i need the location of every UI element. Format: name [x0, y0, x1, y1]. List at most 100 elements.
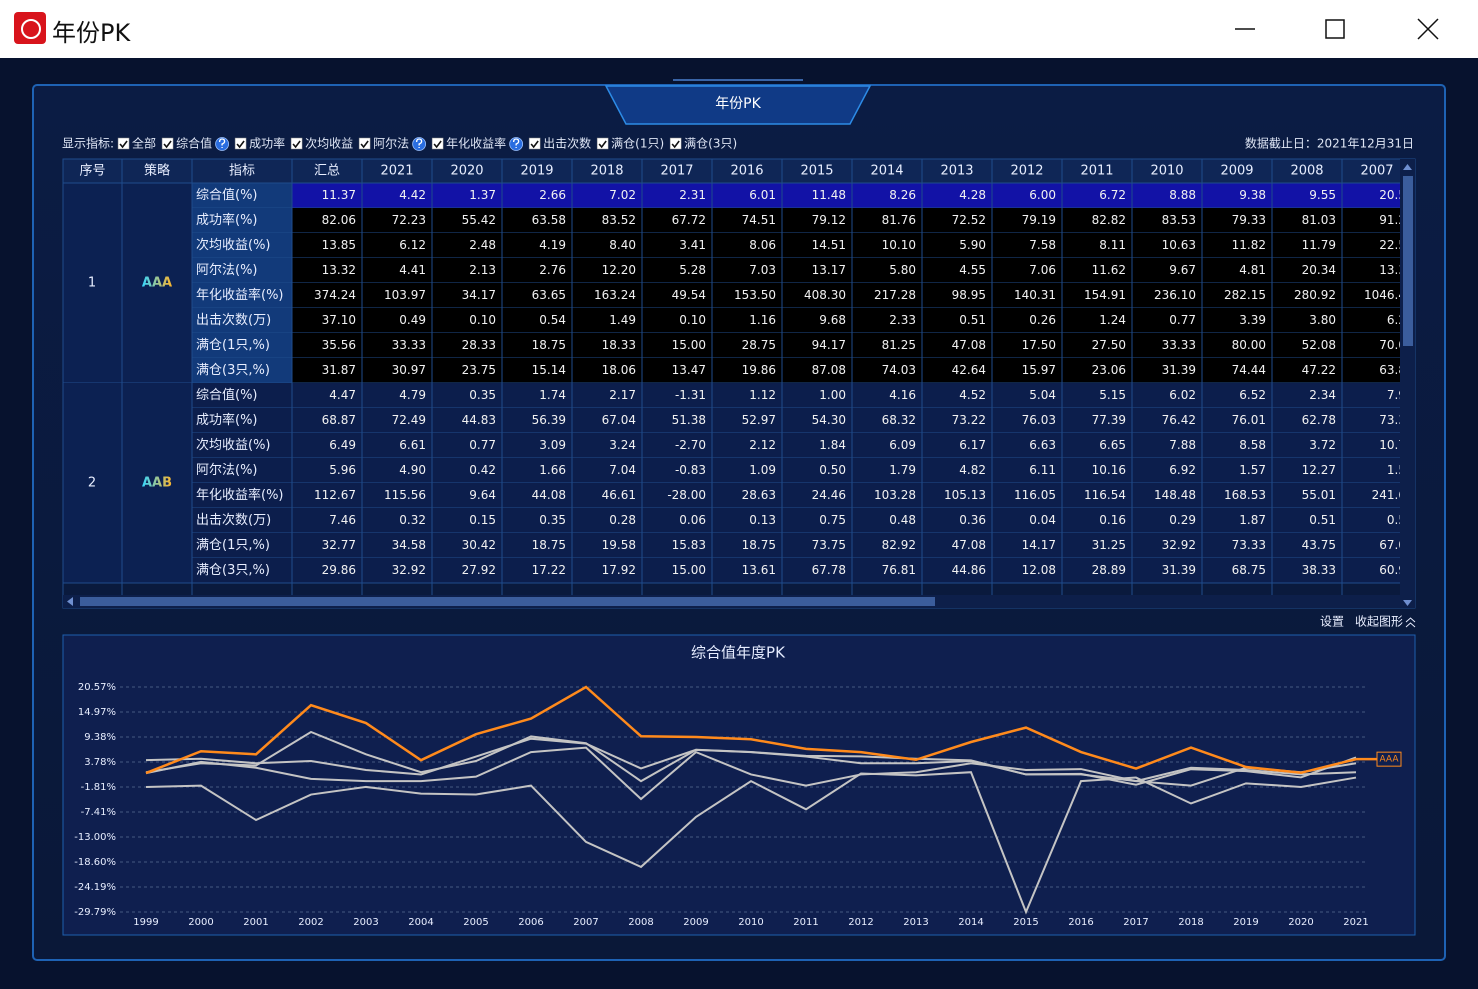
close-button[interactable] [1413, 14, 1443, 44]
help-icon[interactable] [509, 137, 524, 151]
row-index: 2 [88, 476, 96, 491]
table-cell: 4.16 [889, 388, 916, 402]
table-cell: 1.16 [749, 313, 776, 327]
table-cell: 68.87 [322, 413, 356, 427]
table-cell: 6.2 [1387, 313, 1406, 327]
table-cell: 63.8 [1379, 363, 1406, 377]
checkbox-option[interactable]: 成功率 [234, 136, 285, 151]
table-cell: 32.92 [392, 563, 426, 577]
table-cell: 3.41 [679, 238, 706, 252]
checkbox[interactable] [528, 137, 541, 150]
table-cell: 7.04 [609, 463, 636, 477]
collapse-link[interactable]: 收起图形 [1355, 615, 1403, 629]
checkbox-label[interactable]: 阿尔法 [373, 136, 409, 151]
metric-label: 次均收益(%) [196, 237, 271, 253]
checkmark [119, 140, 128, 149]
collapse-icon[interactable] [1405, 617, 1416, 628]
checkbox-label[interactable]: 出击次数 [543, 136, 591, 151]
checkbox-option[interactable]: 阿尔法 [358, 136, 409, 151]
vscroll-up[interactable] [1403, 164, 1412, 170]
x-tick-label: 2004 [408, 917, 433, 928]
help-icon[interactable] [215, 137, 229, 151]
checkbox[interactable] [234, 137, 247, 150]
checkbox[interactable] [431, 137, 444, 150]
checkbox-label[interactable]: 全部 [132, 136, 156, 151]
table-cell: 87.08 [812, 363, 846, 377]
checkbox-option[interactable]: 满仓(3只) [669, 137, 737, 151]
checkbox-option[interactable]: 次均收益 [290, 137, 353, 151]
checkbox-option[interactable]: 满仓(1只) [596, 137, 664, 151]
x-tick-label: 2009 [683, 917, 708, 928]
y-tick-label: 9.38% [84, 732, 116, 743]
maximize-button[interactable] [1320, 14, 1350, 44]
checkbox[interactable] [290, 137, 303, 150]
checkbox-label[interactable]: 综合值 [176, 136, 212, 151]
table-cell: 408.30 [804, 288, 846, 302]
label-cell [192, 458, 292, 483]
table-cell: 116.05 [1014, 488, 1056, 502]
table-cell: 6.92 [1169, 463, 1196, 477]
table-cell: 6.11 [1029, 463, 1056, 477]
column-header: 2015 [800, 164, 833, 179]
table-cell: 4.42 [399, 188, 426, 202]
checkbox-label[interactable]: 年化收益率 [446, 136, 506, 151]
hscroll-left[interactable] [67, 597, 73, 606]
checkbox-label[interactable]: 次均收益 [305, 137, 353, 151]
table-cell: 6.00 [1029, 188, 1056, 202]
checkbox[interactable] [161, 137, 174, 150]
table-cell: 1.74 [539, 388, 566, 402]
table-cell: 6.09 [889, 438, 916, 452]
table-cell: 94.17 [812, 338, 846, 352]
checkbox[interactable] [117, 137, 130, 150]
table-cell: 2.76 [539, 263, 566, 277]
checkbox[interactable] [358, 137, 371, 150]
table-cell: -28.00 [667, 488, 706, 502]
x-tick-label: 2018 [1178, 917, 1203, 928]
y-tick-label: 20.57% [78, 682, 116, 693]
column-header: 2019 [520, 164, 553, 179]
checkbox[interactable] [596, 137, 609, 150]
window-title: 年份PK [52, 19, 131, 47]
column-header: 2010 [1150, 164, 1183, 179]
hscroll-thumb[interactable] [80, 597, 935, 606]
table-cell: 14.17 [1022, 538, 1056, 552]
checkbox-option[interactable]: 综合值 [161, 136, 212, 151]
table-cell: 72.49 [392, 413, 426, 427]
settings-link[interactable]: 设置 [1320, 615, 1344, 629]
series-line [145, 746, 1357, 801]
table-cell: 13.61 [742, 563, 776, 577]
vscroll-down[interactable] [1403, 600, 1412, 606]
table-cell: 11.82 [1232, 238, 1266, 252]
table-cell: 2.31 [679, 188, 706, 202]
table-cell: 11.79 [1302, 238, 1336, 252]
table-cell: 23.75 [462, 363, 496, 377]
checkbox[interactable] [669, 137, 682, 150]
table-cell: -0.83 [675, 463, 706, 477]
checkbox-label[interactable]: 成功率 [249, 136, 285, 151]
table-cell: 32.92 [1162, 538, 1196, 552]
table-cell: 5.15 [1099, 388, 1126, 402]
column-header: 序号 [79, 164, 105, 179]
table-cell: 6.12 [399, 238, 426, 252]
table-cell: 15.14 [532, 363, 566, 377]
title-bar: 年份PK [0, 0, 1478, 58]
table-cell: 18.75 [742, 538, 776, 552]
table-cell: 54.30 [812, 413, 846, 427]
table-cell: 13.47 [672, 363, 706, 377]
minimize-button[interactable] [1230, 14, 1260, 44]
checkbox-option[interactable]: 年化收益率 [431, 136, 506, 151]
y-tick-label: -24.19% [74, 882, 116, 893]
table-cell: 1.87 [1239, 513, 1266, 527]
checkbox-label[interactable]: 满仓(3只) [684, 137, 737, 151]
table-cell: 73.22 [952, 413, 986, 427]
checkbox-option[interactable]: 出击次数 [528, 136, 591, 151]
checkbox-label[interactable]: 满仓(1只) [611, 137, 664, 151]
table-cell: 1.37 [469, 188, 496, 202]
help-icon[interactable] [412, 137, 427, 151]
table-cell: 30.42 [462, 538, 496, 552]
y-tick-label: -13.00% [74, 832, 116, 843]
checkbox-option[interactable]: 全部 [117, 136, 156, 151]
table-cell: 8.11 [1099, 238, 1126, 252]
table-cell: 33.33 [1162, 338, 1196, 352]
vscroll-thumb[interactable] [1403, 176, 1413, 346]
